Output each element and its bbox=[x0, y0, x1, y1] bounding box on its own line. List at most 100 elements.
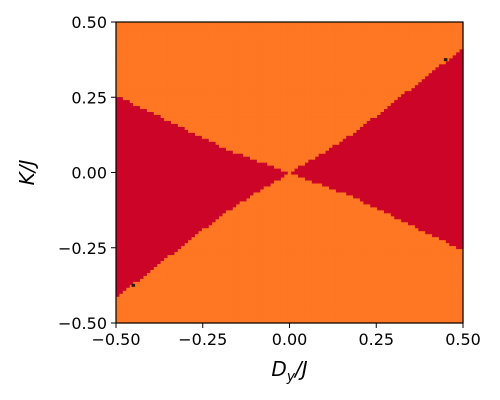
heatmap-cell bbox=[146, 287, 151, 291]
heatmap-cell bbox=[160, 290, 165, 294]
heatmap-cell bbox=[222, 93, 227, 98]
heatmap-cell bbox=[225, 278, 230, 282]
heatmap-cell bbox=[274, 117, 279, 121]
heatmap-cell bbox=[212, 224, 217, 229]
heatmap-cell bbox=[188, 257, 193, 262]
heatmap-cell bbox=[167, 99, 172, 104]
heatmap-cell bbox=[116, 129, 121, 133]
heatmap-cell bbox=[246, 87, 251, 92]
heatmap-cell bbox=[243, 66, 248, 71]
heatmap-cell bbox=[174, 218, 179, 223]
heatmap-cell bbox=[184, 185, 189, 190]
heatmap-cell bbox=[164, 54, 169, 59]
heatmap-cell bbox=[170, 248, 176, 253]
heatmap-cell bbox=[119, 45, 124, 50]
heatmap-cell bbox=[249, 120, 255, 124]
heatmap-cell bbox=[157, 36, 162, 41]
heatmap-cell bbox=[229, 117, 234, 121]
heatmap-cell bbox=[150, 278, 155, 282]
heatmap-cell bbox=[170, 242, 176, 247]
heatmap-cell bbox=[198, 314, 203, 318]
heatmap-cell bbox=[212, 102, 217, 107]
heatmap-cell bbox=[133, 206, 138, 211]
heatmap-cell bbox=[225, 308, 230, 312]
heatmap-cell bbox=[212, 230, 217, 235]
heatmap-cell bbox=[191, 182, 196, 187]
heatmap-cell bbox=[129, 93, 134, 98]
heatmap-cell bbox=[222, 311, 227, 315]
heatmap-cell bbox=[225, 84, 230, 89]
heatmap-cell bbox=[280, 54, 285, 59]
heatmap-cell bbox=[150, 42, 155, 47]
heatmap-cell bbox=[280, 168, 285, 172]
heatmap-cell bbox=[215, 129, 220, 133]
heatmap-cell bbox=[136, 263, 141, 267]
heatmap-cell bbox=[119, 224, 124, 229]
heatmap-cell bbox=[205, 168, 210, 172]
heatmap-cell bbox=[239, 305, 244, 309]
heatmap-cell bbox=[136, 191, 141, 196]
heatmap-cell bbox=[153, 48, 158, 53]
heatmap-cell bbox=[157, 218, 162, 223]
heatmap-cell bbox=[153, 236, 158, 241]
heatmap-cell bbox=[174, 320, 179, 324]
heatmap-cell bbox=[140, 78, 145, 83]
heatmap-cell bbox=[236, 317, 241, 321]
heatmap-cell bbox=[222, 147, 227, 151]
heatmap-cell bbox=[167, 212, 172, 217]
heatmap-cell bbox=[157, 245, 162, 250]
heatmap-cell bbox=[253, 114, 258, 118]
heatmap-cell bbox=[167, 320, 172, 324]
heatmap-cell bbox=[236, 99, 241, 104]
heatmap-cell bbox=[277, 281, 282, 285]
heatmap-cell bbox=[122, 230, 127, 235]
heatmap-cell bbox=[184, 84, 189, 89]
heatmap-cell bbox=[153, 287, 158, 291]
heatmap-cell bbox=[119, 317, 124, 321]
heatmap-cell bbox=[212, 182, 217, 187]
heatmap-cell bbox=[119, 108, 124, 113]
heatmap-cell bbox=[181, 69, 186, 74]
heatmap-cell bbox=[263, 33, 268, 38]
heatmap-cell bbox=[249, 81, 255, 86]
heatmap-cell bbox=[170, 156, 176, 160]
heatmap-cell bbox=[219, 81, 224, 86]
heatmap-cell bbox=[205, 66, 210, 71]
heatmap-cell bbox=[284, 227, 289, 232]
heatmap-cell bbox=[184, 263, 189, 267]
heatmap-cell bbox=[198, 51, 203, 56]
heatmap-cell bbox=[253, 179, 258, 184]
heatmap-cell bbox=[119, 135, 124, 139]
heatmap-cell bbox=[232, 212, 237, 217]
heatmap-cell bbox=[116, 200, 121, 205]
heatmap-cell bbox=[253, 159, 258, 163]
heatmap-cell bbox=[136, 78, 141, 83]
heatmap-cell bbox=[215, 257, 220, 262]
heatmap-cell bbox=[274, 311, 279, 315]
heatmap-cell bbox=[277, 191, 282, 196]
heatmap-cell bbox=[170, 191, 176, 196]
heatmap-cell bbox=[150, 99, 155, 104]
heatmap-cell bbox=[246, 227, 251, 232]
heatmap-cell bbox=[208, 45, 213, 50]
heatmap-cell bbox=[222, 81, 227, 86]
heatmap-cell bbox=[170, 314, 176, 318]
heatmap-cell bbox=[119, 239, 124, 244]
heatmap-cell bbox=[184, 150, 189, 154]
heatmap-cell bbox=[136, 168, 141, 172]
heatmap-cell bbox=[219, 123, 224, 127]
heatmap-cell bbox=[256, 212, 261, 217]
heatmap-cell bbox=[133, 171, 138, 175]
heatmap-cell bbox=[267, 99, 272, 104]
heatmap-cell bbox=[195, 173, 200, 178]
heatmap-cell bbox=[177, 179, 182, 184]
heatmap-cell bbox=[119, 275, 124, 279]
heatmap-cell bbox=[198, 48, 203, 53]
heatmap-cell bbox=[181, 156, 186, 160]
heatmap-cell bbox=[160, 138, 165, 142]
heatmap-cell bbox=[146, 302, 151, 306]
heatmap-cell bbox=[122, 45, 127, 50]
heatmap-cell bbox=[167, 245, 172, 250]
heatmap-cell bbox=[212, 78, 217, 83]
heatmap-cell bbox=[150, 144, 155, 148]
